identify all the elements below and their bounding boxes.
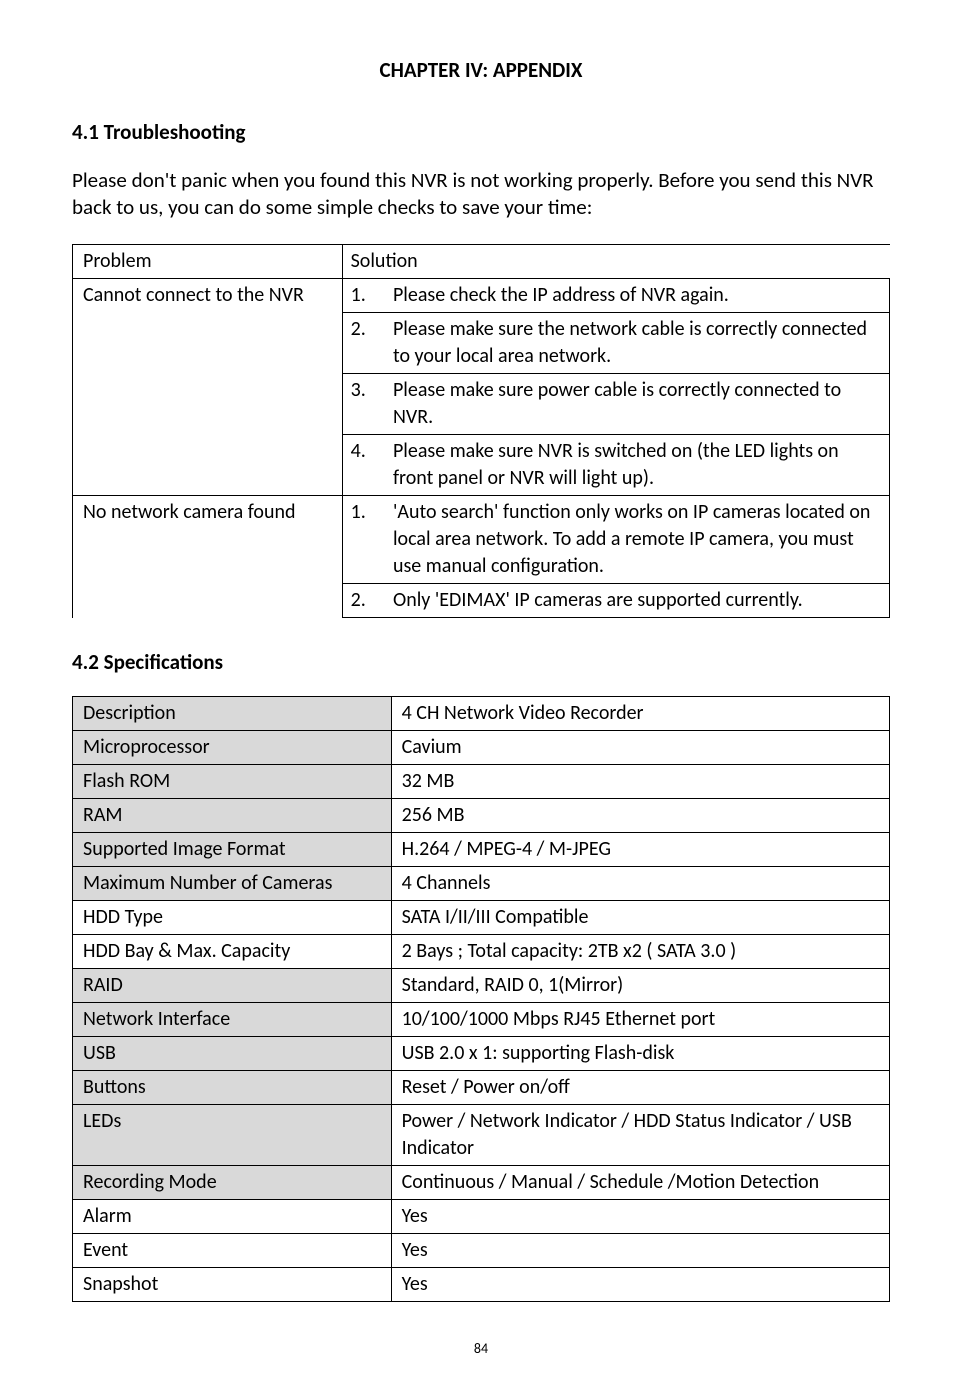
table1-problem-0: Cannot connect to the NVR: [73, 279, 343, 496]
spec-key: Maximum Number of Cameras: [73, 867, 392, 901]
spec-value: 4 Channels: [391, 867, 889, 901]
spec-key: Network Interface: [73, 1003, 392, 1037]
spec-value: Power / Network Indicator / HDD Status I…: [391, 1105, 889, 1166]
spec-key: Microprocessor: [73, 731, 392, 765]
spec-key: RAM: [73, 799, 392, 833]
spec-key: LEDs: [73, 1105, 392, 1166]
spec-key: Supported Image Format: [73, 833, 392, 867]
spec-value: Continuous / Manual / Schedule /Motion D…: [391, 1166, 889, 1200]
spec-key: Event: [73, 1234, 392, 1268]
spec-value: Yes: [391, 1200, 889, 1234]
spec-key: Flash ROM: [73, 765, 392, 799]
spec-value: Reset / Power on/off: [391, 1071, 889, 1105]
spec-value: H.264 / MPEG-4 / M-JPEG: [391, 833, 889, 867]
spec-value: 10/100/1000 Mbps RJ45 Ethernet port: [391, 1003, 889, 1037]
spec-key: Buttons: [73, 1071, 392, 1105]
spec-key: Recording Mode: [73, 1166, 392, 1200]
specifications-table: Description4 CH Network Video RecorderMi…: [72, 696, 890, 1302]
table1-num: 2.: [342, 313, 383, 374]
section-4-1-intro: Please don't panic when you found this N…: [72, 167, 890, 222]
spec-key: HDD Type: [73, 901, 392, 935]
table1-num: 2.: [342, 584, 383, 618]
spec-value: 2 Bays ; Total capacity: 2TB x2 ( SATA 3…: [391, 935, 889, 969]
spec-key: USB: [73, 1037, 392, 1071]
table1-text: Only 'EDIMAX' IP cameras are supported c…: [383, 584, 890, 618]
spec-key: Description: [73, 697, 392, 731]
table1-text: Please check the IP address of NVR again…: [383, 279, 890, 313]
table1-header-solution: Solution: [342, 245, 889, 279]
table1-text: Please make sure power cable is correctl…: [383, 374, 890, 435]
troubleshooting-table: Problem Solution Cannot connect to the N…: [72, 244, 890, 618]
table1-problem-1: No network camera found: [73, 496, 343, 618]
table1-num: 4.: [342, 435, 383, 496]
chapter-title: CHAPTER IV: APPENDIX: [72, 56, 890, 84]
table1-num: 1.: [342, 279, 383, 313]
spec-value: 4 CH Network Video Recorder: [391, 697, 889, 731]
table1-text: Please make sure NVR is switched on (the…: [383, 435, 890, 496]
table1-num: 3.: [342, 374, 383, 435]
page-number: 84: [72, 1340, 890, 1359]
spec-value: Yes: [391, 1234, 889, 1268]
spec-key: RAID: [73, 969, 392, 1003]
spec-value: 32 MB: [391, 765, 889, 799]
spec-value: USB 2.0 x 1: supporting Flash-disk: [391, 1037, 889, 1071]
section-4-2-heading: 4.2 Specifications: [72, 648, 890, 676]
spec-key: HDD Bay & Max. Capacity: [73, 935, 392, 969]
spec-key: Snapshot: [73, 1268, 392, 1302]
table1-num: 1.: [342, 496, 383, 584]
spec-key: Alarm: [73, 1200, 392, 1234]
spec-value: Standard, RAID 0, 1(Mirror): [391, 969, 889, 1003]
spec-value: Cavium: [391, 731, 889, 765]
table1-text: Please make sure the network cable is co…: [383, 313, 890, 374]
spec-value: 256 MB: [391, 799, 889, 833]
table1-header-problem: Problem: [73, 245, 343, 279]
section-4-1-heading: 4.1 Troubleshooting: [72, 118, 890, 146]
spec-value: Yes: [391, 1268, 889, 1302]
spec-value: SATA I/II/III Compatible: [391, 901, 889, 935]
table1-text: 'Auto search' function only works on IP …: [383, 496, 890, 584]
